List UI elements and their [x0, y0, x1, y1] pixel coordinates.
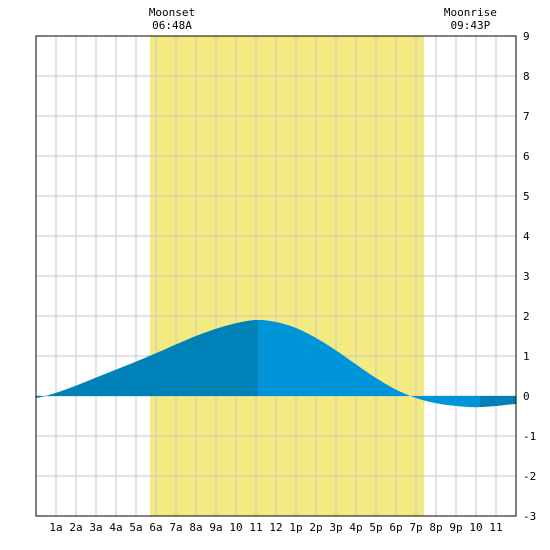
x-tick-label: 7p [409, 521, 422, 534]
y-tick-label: 7 [523, 110, 530, 123]
tide-area-layer [36, 319, 516, 408]
plot-frame-layer [35, 35, 517, 517]
y-tick-label: -1 [523, 430, 536, 443]
moon-event-time: 06:48A [152, 19, 192, 32]
y-tick-label: 5 [523, 190, 530, 203]
moon-event-time: 09:43P [451, 19, 491, 32]
y-tick-labels: 9 8 7 6 5 4 3 2 1 0 -1 -2 -3 [523, 30, 536, 523]
x-tick-label: 10 [469, 521, 482, 534]
x-tick-label: 7a [169, 521, 182, 534]
x-tick-label: 6p [389, 521, 402, 534]
y-tick-label: 1 [523, 350, 530, 363]
x-tick-label: 2a [69, 521, 82, 534]
rising-tide-area [480, 396, 516, 408]
x-tick-label: 8p [429, 521, 442, 534]
y-tick-label: 4 [523, 230, 530, 243]
moon-event-label: Moonrise [444, 6, 497, 19]
plot-frame [35, 35, 517, 517]
x-tick-label: 1a [49, 521, 62, 534]
x-tick-label: 4a [109, 521, 122, 534]
falling-tide-area [258, 319, 480, 408]
x-tick-labels: 1a 2a 3a 4a 5a 6a 7a 8a 9a 10 11 12 1p 2p 3p 4p 5p 6p 7p 8p… [49, 521, 502, 534]
x-tick-label: 11 [249, 521, 262, 534]
x-tick-label: 4p [349, 521, 362, 534]
y-tick-label: 3 [523, 270, 530, 283]
x-tick-label: 3a [89, 521, 102, 534]
y-tick-label: 6 [523, 150, 530, 163]
grid-layer [36, 36, 516, 516]
y-tick-label: -2 [523, 470, 536, 483]
x-tick-label: 10 [229, 521, 242, 534]
y-tick-label: 8 [523, 70, 530, 83]
x-tick-label: 9p [449, 521, 462, 534]
rising-tide-area [36, 319, 258, 398]
x-tick-label: 12 [269, 521, 282, 534]
x-tick-label: 6a [149, 521, 162, 534]
y-tick-label: 2 [523, 310, 530, 323]
x-tick-label: 1p [289, 521, 302, 534]
y-tick-label: 9 [523, 30, 530, 43]
y-tick-label: -3 [523, 510, 536, 523]
x-tick-label: 3p [329, 521, 342, 534]
x-tick-label: 5a [129, 521, 142, 534]
x-tick-label: 9a [209, 521, 222, 534]
moon-event-label: Moonset [149, 6, 195, 19]
x-tick-label: 2p [309, 521, 322, 534]
y-tick-label: 0 [523, 390, 530, 403]
x-tick-label: 11 [489, 521, 502, 534]
x-tick-label: 5p [369, 521, 382, 534]
x-tick-label: 8a [189, 521, 202, 534]
